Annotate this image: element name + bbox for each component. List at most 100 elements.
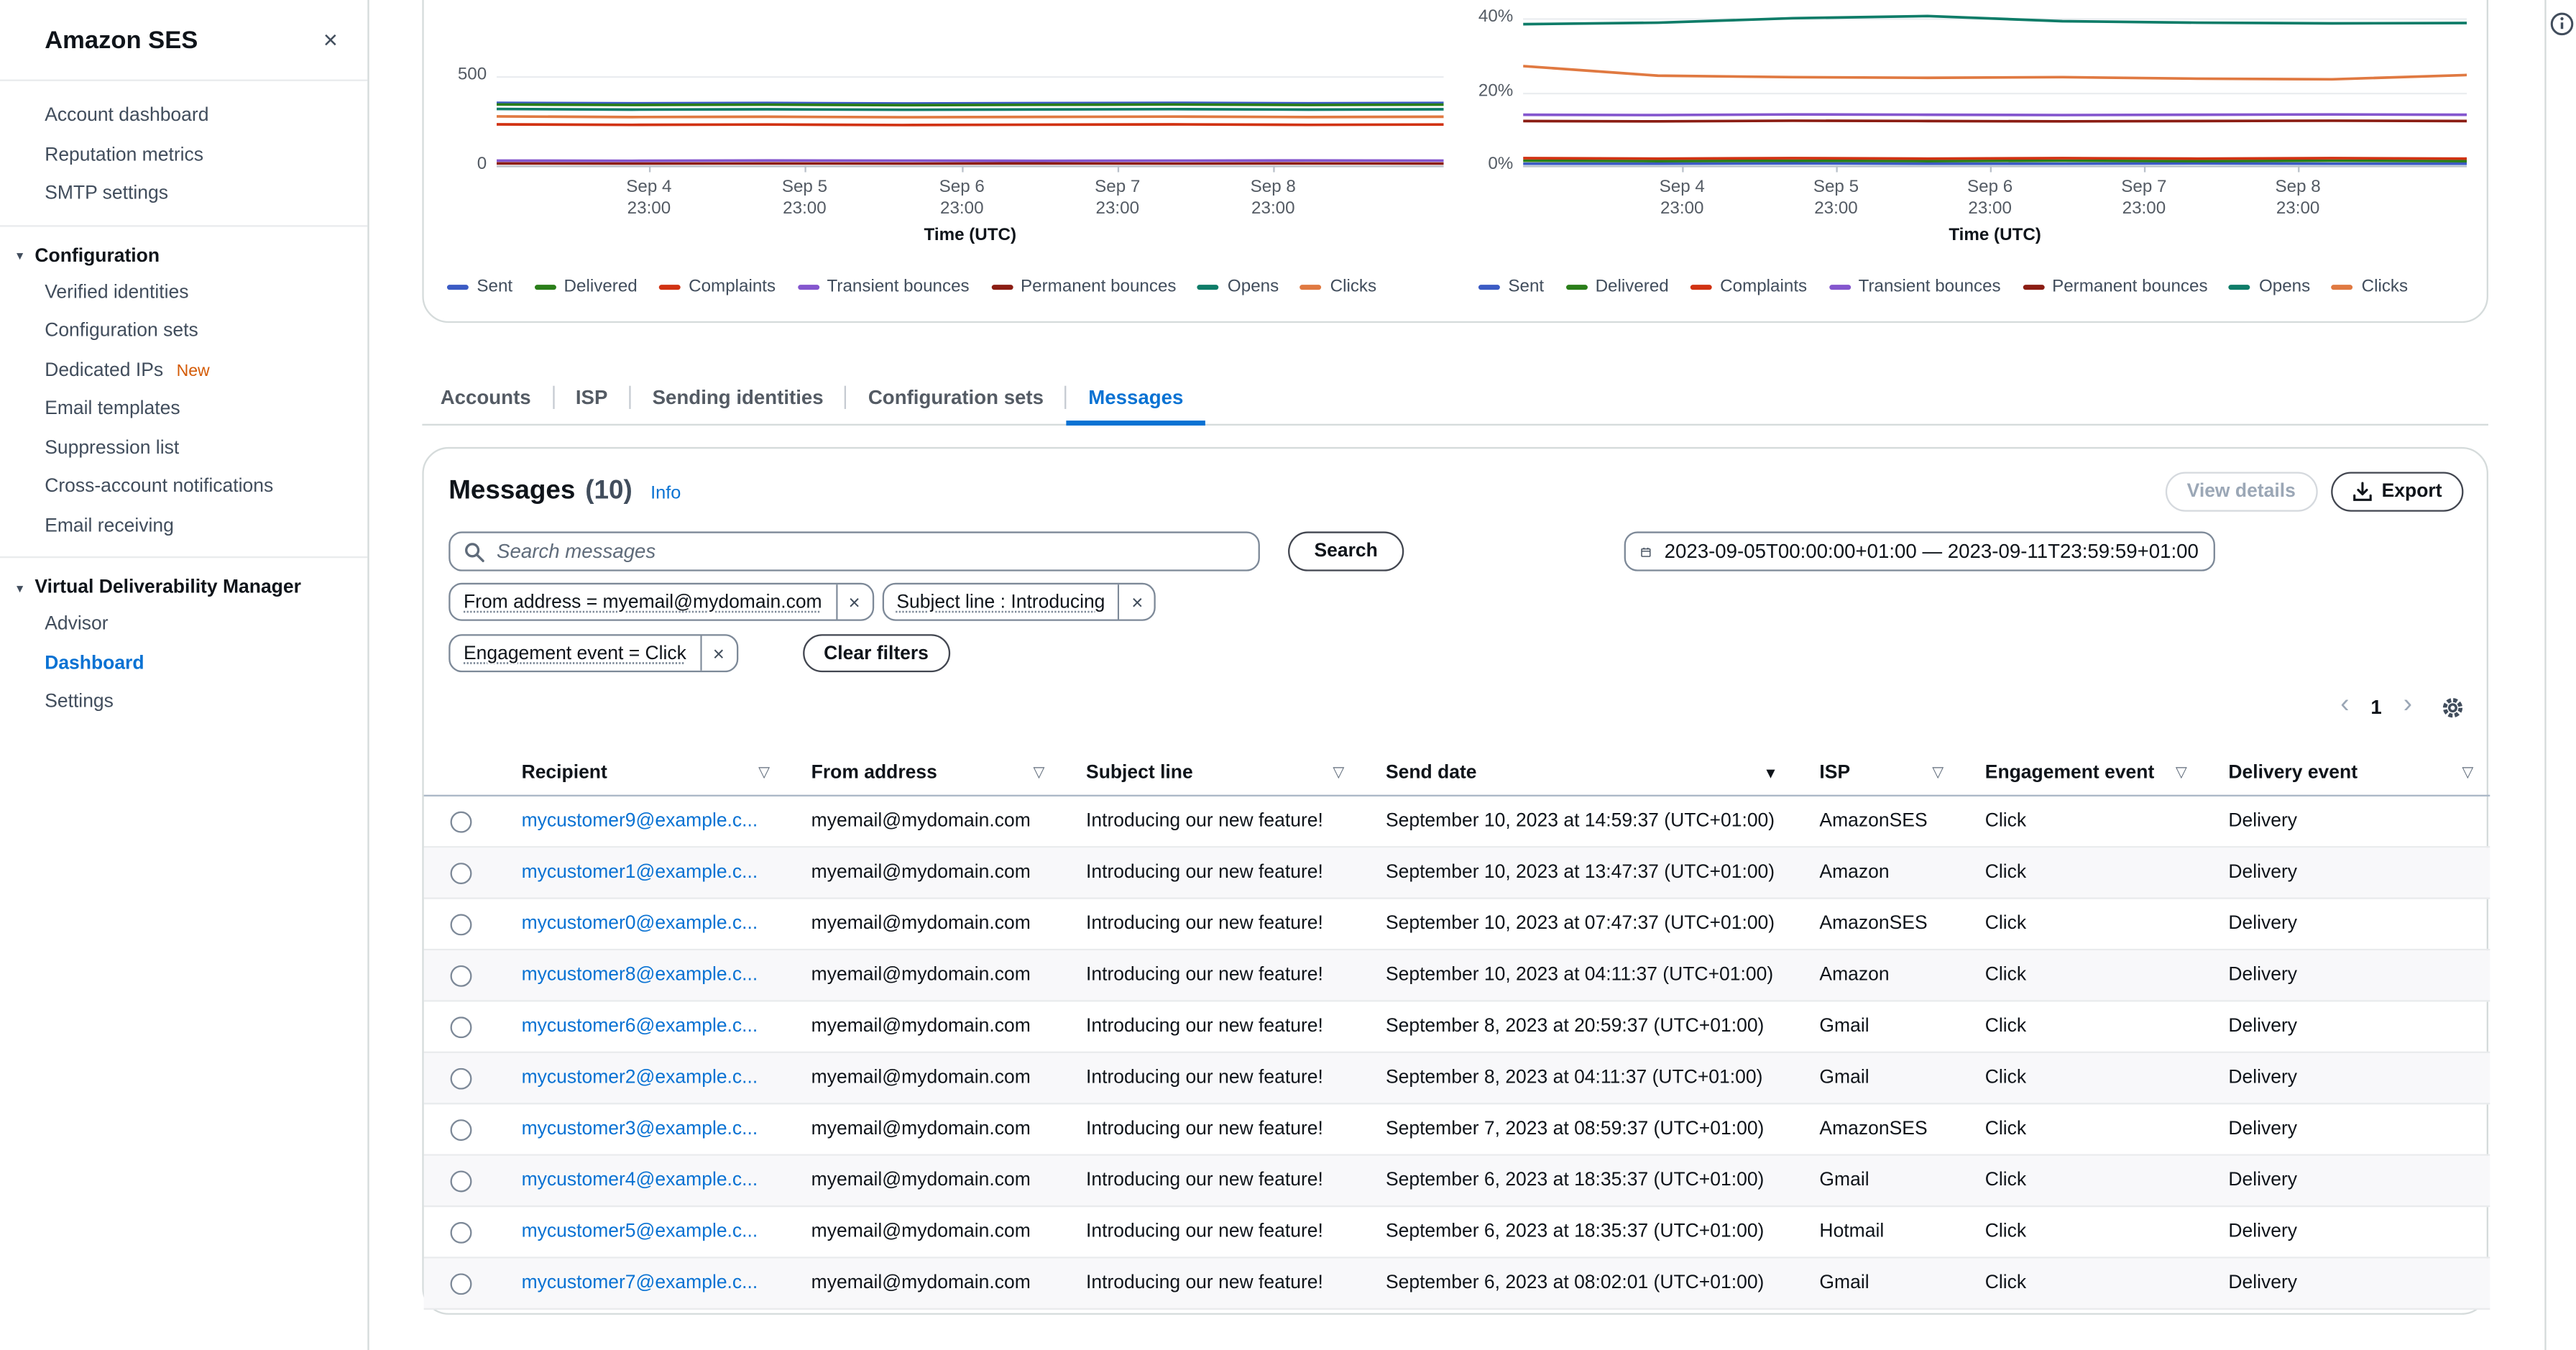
next-page-icon[interactable]: ›: [2395, 691, 2420, 724]
column-header-delivery-event[interactable]: Delivery event ▽: [2204, 763, 2490, 783]
legend-item-opens[interactable]: Opens: [2229, 277, 2310, 296]
sidebar-item-reputation-metrics[interactable]: Reputation metrics: [45, 144, 204, 165]
sidebar-item-advisor[interactable]: Advisor: [45, 614, 109, 635]
cell-recipient[interactable]: mycustomer3@example.c...: [521, 1119, 758, 1139]
legend-item-sent[interactable]: Sent: [1478, 277, 1544, 296]
current-page[interactable]: 1: [2370, 695, 2382, 719]
preferences-gear-icon[interactable]: [2440, 694, 2465, 720]
row-radio-button[interactable]: [449, 1221, 472, 1243]
column-header-subject-line[interactable]: Subject line ▽: [1061, 763, 1361, 783]
table-row[interactable]: mycustomer5@example.c... myemail@mydomain…: [423, 1207, 2490, 1259]
export-icon: [2352, 482, 2371, 501]
clear-filters-button[interactable]: Clear filters: [802, 634, 950, 673]
sidebar-item-smtp-settings[interactable]: SMTP settings: [45, 183, 168, 204]
sidebar-item-cross-account-notifications[interactable]: Cross-account notifications: [45, 477, 274, 497]
legend-item-delivered[interactable]: Delivered: [1565, 277, 1669, 296]
sidebar-section-configuration[interactable]: ▾ Configuration: [0, 236, 367, 274]
filter-icon[interactable]: ▽: [1932, 763, 1944, 780]
table-row[interactable]: mycustomer9@example.c... myemail@mydomain…: [423, 796, 2490, 848]
export-button[interactable]: Export: [2330, 472, 2464, 512]
cell-isp: AmazonSES: [1819, 811, 1928, 832]
legend-item-clicks[interactable]: Clicks: [1300, 276, 1377, 297]
column-header-from-address[interactable]: From address ▽: [786, 763, 1061, 783]
row-radio-button[interactable]: [449, 810, 472, 832]
tab-configuration-sets[interactable]: Configuration sets: [847, 367, 1065, 426]
column-header-send-date[interactable]: Send date ▼: [1361, 763, 1794, 783]
tab-accounts[interactable]: Accounts: [419, 367, 553, 426]
legend-item-complaints[interactable]: Complaints: [658, 277, 776, 296]
legend-item-clicks[interactable]: Clicks: [2332, 277, 2408, 296]
dismiss-token-icon[interactable]: ×: [699, 635, 736, 671]
cell-recipient[interactable]: mycustomer4@example.c...: [521, 1170, 758, 1191]
legend-item-permanent-bounces[interactable]: Permanent bounces: [990, 277, 1177, 296]
cell-recipient[interactable]: mycustomer6@example.c...: [521, 1016, 758, 1037]
cell-recipient[interactable]: mycustomer8@example.c...: [521, 965, 758, 986]
sidebar-item-email-templates[interactable]: Email templates: [45, 399, 180, 419]
row-radio-button[interactable]: [449, 1118, 472, 1140]
table-row[interactable]: mycustomer2@example.c... myemail@mydomain…: [423, 1052, 2490, 1105]
cell-recipient[interactable]: mycustomer2@example.c...: [521, 1067, 758, 1088]
tab-messages[interactable]: Messages: [1067, 367, 1205, 426]
sort-descending-icon[interactable]: ▼: [1763, 764, 1778, 781]
legend-item-opens[interactable]: Opens: [1197, 277, 1279, 296]
column-header-recipient[interactable]: Recipient ▽: [497, 763, 786, 783]
sidebar-item-dedicated-ips[interactable]: Dedicated IPs New: [45, 359, 210, 380]
tab-sending-identities[interactable]: Sending identities: [631, 367, 845, 426]
y-axis-tick-label: 40%: [1478, 6, 1514, 27]
table-row[interactable]: mycustomer7@example.c... myemail@mydomain…: [423, 1258, 2490, 1310]
search-button[interactable]: Search: [1288, 531, 1404, 571]
cell-recipient[interactable]: mycustomer7@example.c...: [521, 1273, 758, 1293]
legend-item-sent[interactable]: Sent: [446, 277, 512, 296]
previous-page-icon[interactable]: ‹: [2332, 691, 2358, 724]
table-row[interactable]: mycustomer1@example.c... myemail@mydomain…: [423, 848, 2490, 899]
sidebar-item-email-receiving[interactable]: Email receiving: [45, 515, 174, 536]
search-input[interactable]: [497, 539, 1246, 564]
column-header-isp[interactable]: ISP ▽: [1795, 763, 1960, 783]
filter-icon[interactable]: ▽: [1033, 763, 1045, 780]
cell-engagement: Click: [1984, 1170, 2027, 1191]
table-row[interactable]: mycustomer8@example.c... myemail@mydomain…: [423, 950, 2490, 1002]
sidebar-item-configuration-sets[interactable]: Configuration sets: [45, 321, 198, 341]
cell-recipient[interactable]: mycustomer9@example.c...: [521, 811, 758, 832]
cell-isp: Amazon: [1819, 965, 1890, 986]
tab-isp[interactable]: ISP: [554, 367, 629, 426]
row-radio-button[interactable]: [449, 964, 472, 986]
sidebar-item-suppression-list[interactable]: Suppression list: [45, 438, 180, 458]
row-radio-button[interactable]: [449, 1016, 472, 1038]
sidebar-section-virtual-deliverability-manager[interactable]: ▾ Virtual Deliverability Manager: [0, 568, 367, 606]
table-row[interactable]: mycustomer3@example.c... myemail@mydomain…: [423, 1104, 2490, 1156]
dismiss-token-icon[interactable]: ×: [1118, 584, 1155, 620]
legend-label: Clicks: [1330, 276, 1377, 297]
table-row[interactable]: mycustomer0@example.c... myemail@mydomain…: [423, 899, 2490, 951]
close-icon[interactable]: ×: [316, 24, 344, 55]
column-header-engagement-event[interactable]: Engagement event ▽: [1960, 763, 2204, 783]
legend-item-delivered[interactable]: Delivered: [534, 277, 638, 296]
row-radio-button[interactable]: [449, 861, 472, 883]
table-row[interactable]: mycustomer6@example.c... myemail@mydomain…: [423, 1002, 2490, 1053]
row-radio-button[interactable]: [449, 913, 472, 935]
filter-icon[interactable]: ▽: [1333, 763, 1345, 780]
filter-icon[interactable]: ▽: [758, 763, 770, 780]
cell-recipient[interactable]: mycustomer5@example.c...: [521, 1221, 758, 1242]
sidebar-item-verified-identities[interactable]: Verified identities: [45, 282, 189, 303]
row-radio-button[interactable]: [449, 1067, 472, 1089]
legend-item-transient-bounces[interactable]: Transient bounces: [1828, 277, 2001, 296]
info-icon[interactable]: [2549, 12, 2575, 41]
legend-item-complaints[interactable]: Complaints: [1690, 277, 1807, 296]
sidebar-item-settings[interactable]: Settings: [45, 692, 114, 712]
legend-item-transient-bounces[interactable]: Transient bounces: [797, 277, 970, 296]
sidebar-item-dashboard[interactable]: Dashboard: [45, 653, 144, 674]
date-range-picker[interactable]: 2023-09-05T00:00:00+01:00 — 2023-09-11T2…: [1624, 531, 2215, 571]
dismiss-token-icon[interactable]: ×: [835, 584, 872, 620]
row-radio-button[interactable]: [449, 1170, 472, 1192]
cell-recipient[interactable]: mycustomer1@example.c...: [521, 863, 758, 883]
sidebar-item-account-dashboard[interactable]: Account dashboard: [45, 106, 209, 127]
filter-icon[interactable]: ▽: [2175, 763, 2187, 780]
cell-recipient[interactable]: mycustomer0@example.c...: [521, 914, 758, 935]
info-link[interactable]: Info: [650, 483, 681, 504]
filter-icon[interactable]: ▽: [2462, 763, 2474, 780]
table-row[interactable]: mycustomer4@example.c... myemail@mydomain…: [423, 1155, 2490, 1208]
legend-item-permanent-bounces[interactable]: Permanent bounces: [2022, 277, 2208, 296]
row-radio-button[interactable]: [449, 1272, 472, 1295]
view-details-button[interactable]: View details: [2165, 472, 2317, 512]
